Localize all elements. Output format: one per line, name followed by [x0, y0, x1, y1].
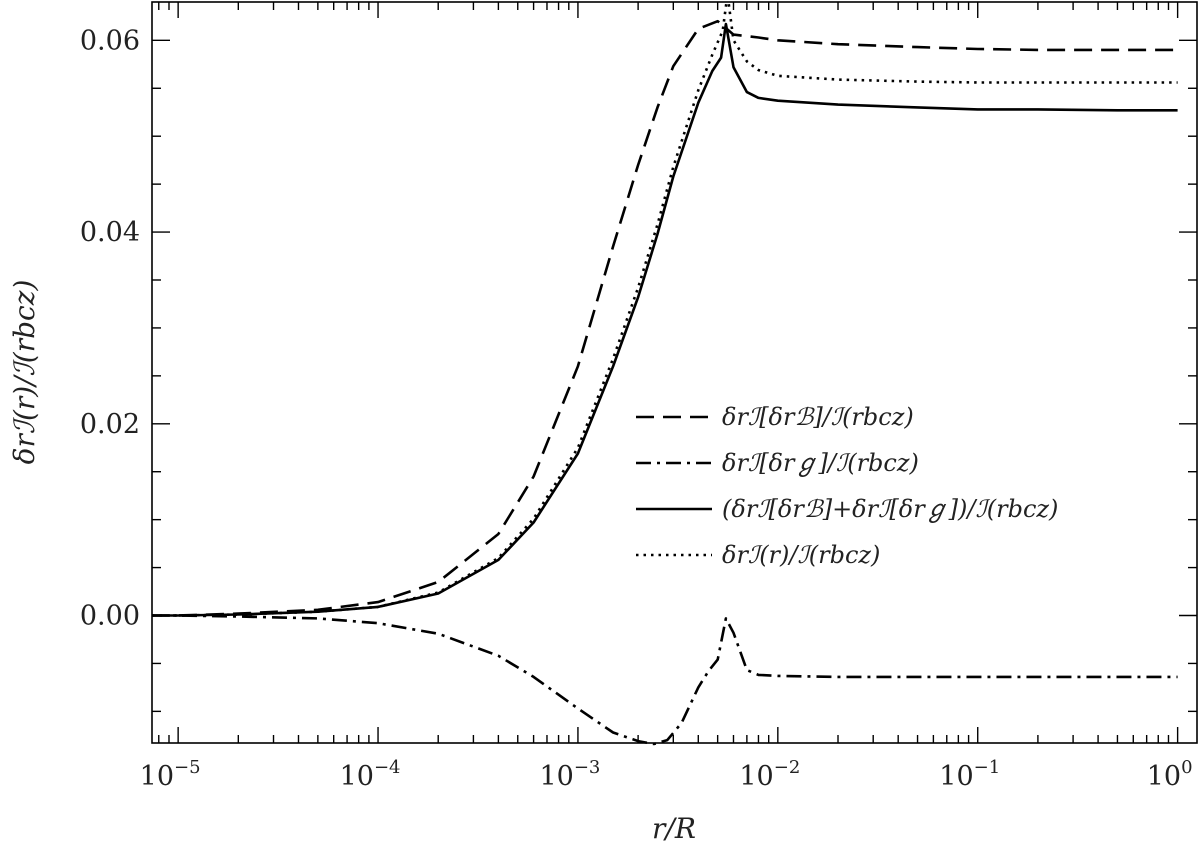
y-tick-label: 0.06: [80, 25, 140, 56]
y-tick-label: 0.02: [80, 409, 140, 440]
series-line-solid: [152, 22, 1178, 617]
legend-entry-label: δrℐ[δrℊ]/ℐ(rbcz): [722, 449, 919, 477]
x-tick-label: 10−3: [539, 757, 600, 792]
plot-frame: [151, 1, 1198, 744]
y-axis-title: δrℐ(r)/ℐ(rbcz): [8, 280, 41, 465]
legend: δrℐ[δrℬ]/ℐ(rbcz) δrℐ[δrℊ]/ℐ(rbcz) (δrℐ[δrℬ…: [636, 403, 1058, 569]
series-line-dotted: [152, 0, 1178, 617]
x-axis-title: r/R: [652, 812, 696, 845]
axis-tick-labels: 10−5 10−4 10−3 10−2 10−1 100 0.00 0.02 0.04 0.06: [80, 25, 1193, 792]
x-tick-label: 10−1: [939, 757, 1000, 792]
x-tick-label: 100: [1147, 757, 1193, 792]
series-line-dashed: [152, 19, 1178, 617]
series-group: [152, 0, 1178, 746]
legend-entry-label: δrℐ[δrℬ]/ℐ(rbcz): [722, 403, 914, 431]
legend-entry-label: δrℐ(r)/ℐ(rbcz): [722, 541, 880, 569]
y-tick-label: 0.00: [80, 601, 140, 632]
legend-entry-label: (δrℐ[δrℬ]+δrℐ[δrℊ])/ℐ(rbcz): [722, 495, 1058, 523]
axis-ticks: [152, 2, 1197, 743]
y-tick-label: 0.04: [80, 217, 140, 248]
x-tick-label: 10−5: [140, 757, 201, 792]
x-tick-label: 10−4: [340, 757, 401, 792]
series-line-dashdot: [152, 614, 1178, 746]
x-tick-label: 10−2: [739, 757, 800, 792]
